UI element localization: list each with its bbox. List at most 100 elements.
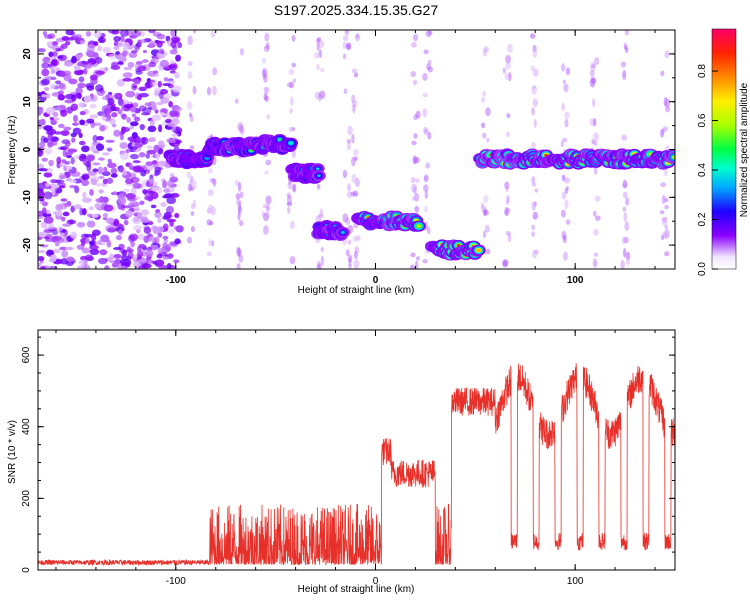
noise-blob: [140, 112, 151, 116]
noise-blob: [92, 162, 101, 166]
noise-blob: [168, 64, 176, 69]
streak-blob: [664, 229, 670, 239]
noise-blob: [101, 96, 108, 101]
streak-blob: [533, 249, 539, 254]
noise-blob: [142, 189, 148, 195]
streak-blob: [589, 61, 596, 72]
streak-blob: [317, 259, 321, 269]
noise-blob: [64, 93, 75, 100]
streak-blob: [622, 206, 627, 212]
streak-blob: [665, 98, 671, 109]
noise-blob: [86, 85, 95, 91]
streak-blob: [316, 183, 321, 190]
streak-blob: [480, 96, 486, 103]
noise-blob: [85, 237, 90, 244]
noise-blob: [154, 236, 160, 244]
streak-blob: [594, 195, 601, 202]
noise-blob: [155, 152, 160, 161]
noise-blob: [132, 102, 139, 108]
noise-blob: [163, 238, 169, 244]
streak-blob: [347, 254, 353, 263]
streak-blob: [423, 128, 429, 136]
streak-blob: [208, 168, 213, 174]
noise-blob: [168, 228, 175, 234]
noise-blob: [168, 264, 176, 269]
noise-blob: [61, 36, 70, 42]
streak-blob: [663, 96, 668, 107]
streak-blob: [289, 256, 296, 265]
noise-blob: [61, 159, 66, 164]
noise-blob: [70, 231, 78, 239]
noise-blob: [125, 210, 133, 218]
noise-blob: [87, 213, 93, 218]
streak-blob: [411, 196, 416, 201]
noise-blob: [110, 173, 118, 178]
streak-blob: [482, 230, 487, 239]
noise-blob: [104, 265, 110, 269]
streak-blob: [482, 48, 488, 57]
noise-blob: [63, 73, 72, 82]
noise-blob: [153, 173, 159, 177]
streak-blob: [261, 67, 268, 77]
noise-blob: [59, 45, 64, 52]
streak-blob: [317, 262, 322, 269]
noise-blob: [66, 165, 73, 170]
streak-blob: [624, 30, 629, 36]
streak-blob: [507, 43, 513, 53]
streak-blob: [564, 199, 569, 210]
noise-blob: [40, 118, 46, 126]
streak-blob: [423, 126, 428, 134]
noise-blob: [113, 92, 122, 100]
noise-blob: [143, 235, 150, 243]
noise-blob: [169, 70, 176, 74]
noise-blob: [173, 259, 180, 264]
streak-blob: [505, 186, 509, 193]
noise-blob: [140, 38, 147, 44]
streak-blob: [485, 107, 491, 117]
streak-blob: [320, 255, 325, 266]
streak-blob: [352, 104, 356, 114]
streak-blob: [351, 173, 357, 184]
noise-blob: [79, 207, 84, 216]
streak-blob: [660, 70, 665, 77]
streak-blob: [623, 247, 627, 258]
noise-blob: [119, 30, 129, 37]
noise-blob: [107, 30, 118, 34]
noise-blob: [40, 221, 48, 229]
streak-blob: [263, 92, 268, 101]
streak-blob: [266, 113, 271, 120]
noise-blob: [163, 77, 169, 82]
streak-blob: [593, 140, 598, 146]
x-tick-label: 0: [373, 275, 379, 286]
noise-blob: [118, 165, 124, 173]
noise-blob: [95, 84, 104, 92]
streak-blob: [623, 212, 628, 222]
streak-blob: [355, 177, 360, 188]
streak-blob: [206, 207, 212, 214]
streak-blob: [413, 114, 418, 121]
noise-blob: [66, 151, 73, 155]
noise-blob: [95, 57, 103, 64]
noise-blob: [69, 184, 77, 189]
noise-blob: [43, 87, 50, 91]
noise-blob: [52, 117, 60, 121]
streak-blob: [238, 121, 244, 132]
noise-blob: [143, 226, 152, 234]
noise-blob: [39, 141, 46, 149]
noise-blob: [148, 30, 156, 34]
streak-blob: [531, 201, 537, 211]
noise-blob: [113, 35, 121, 42]
streak-blob: [659, 210, 665, 215]
noise-blob: [56, 156, 62, 165]
streak-blob: [190, 203, 196, 210]
streak-blob: [508, 71, 512, 82]
noise-blob: [129, 106, 136, 113]
noise-blob: [63, 61, 73, 67]
streak-blob: [593, 165, 598, 176]
noise-blob: [80, 241, 86, 247]
noise-blob: [83, 95, 92, 103]
noise-blob: [156, 160, 167, 167]
streak-blob: [212, 178, 217, 188]
y-tick-label: 200: [21, 490, 32, 507]
